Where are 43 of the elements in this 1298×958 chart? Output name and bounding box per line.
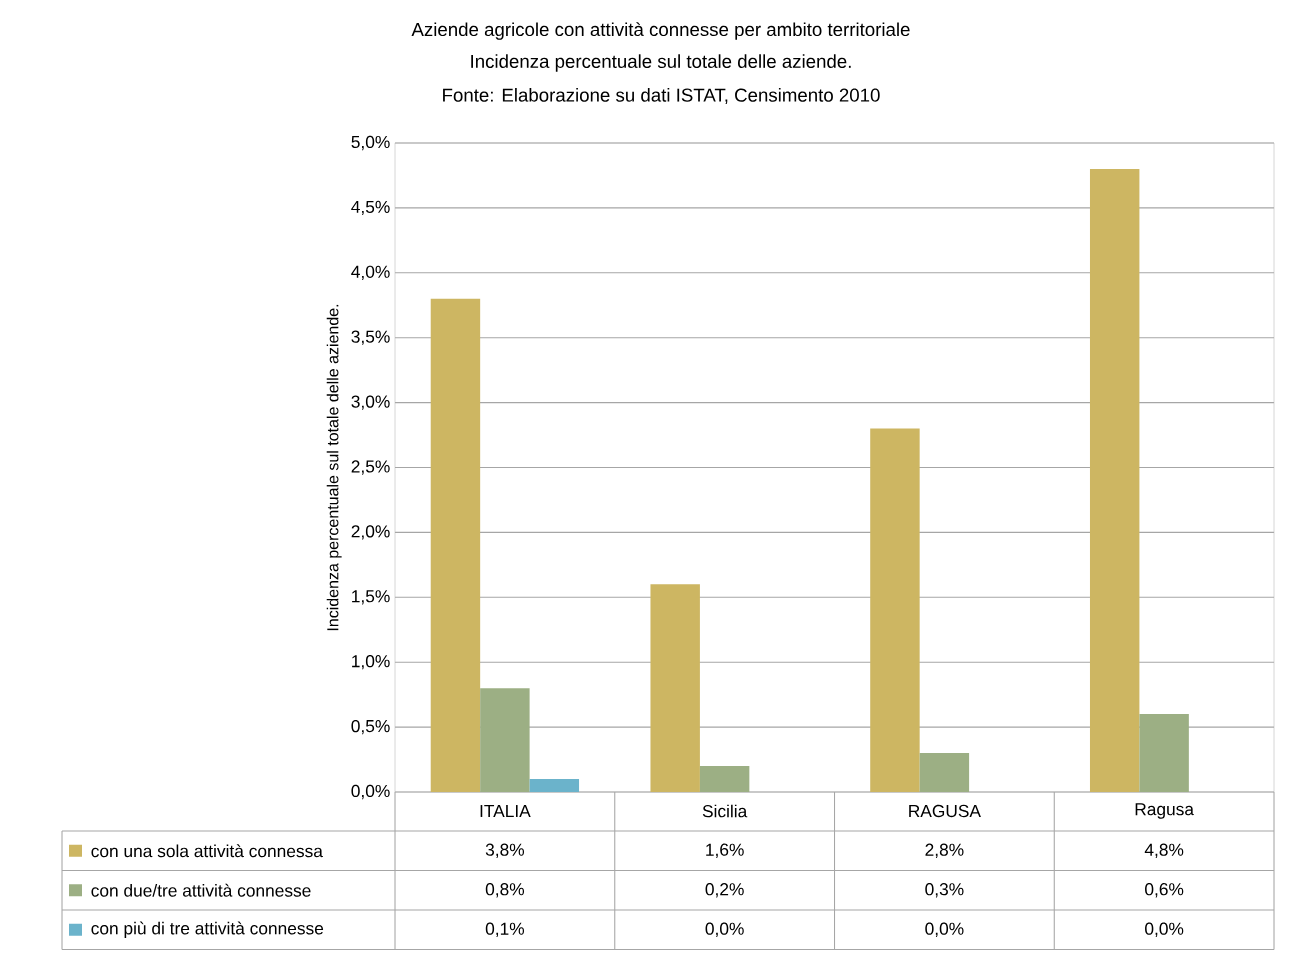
legend-label: con più di tre attività connesse [91,921,324,938]
bar [430,298,481,792]
bar [1089,168,1140,792]
y-axis-title: Incidenza percentuale sul totale delle aziende. [326,304,342,631]
legend-label: con due/tre attività connesse [91,883,311,897]
y-tick-label: 2,0% [351,525,390,540]
x-tick-label: ITALIA [480,805,531,817]
data-label: 0,2% [705,883,744,898]
y-tick-label: 4,5% [351,200,390,216]
bar [529,779,580,792]
data-label: 0,3% [925,883,964,898]
chart-subtitle: Incidenza percentuale sul totale delle aziende. [471,54,851,72]
data-label: 0,0% [1145,922,1184,937]
bar [650,584,700,792]
y-tick-label: 4,0% [351,265,390,280]
data-label: 0,0% [705,922,744,937]
source-note: Fonte: Elaborazione su dati ISTAT, Censimento 2010 [443,88,880,104]
x-tick-label: RAGUSA [909,804,981,818]
data-label: 2,8% [925,843,964,858]
data-label: 0,6% [1145,883,1184,898]
y-tick-label: 5,0% [351,135,390,151]
data-label: 0,1% [485,922,525,937]
y-tick-label: 1,0% [352,655,390,670]
data-label: 3,8% [485,843,525,858]
chart-title: Aziende agricole con attività connesse per ambito territoriale [411,22,910,40]
bar [1139,714,1189,792]
y-tick-label: 0,0% [351,784,390,800]
y-tick-label: 1,5% [352,590,390,605]
bar [699,766,750,792]
data-label: 0,0% [925,922,964,937]
y-tick-label: 0,5% [351,719,390,735]
legend-label: con una sola attività connessa [91,844,323,858]
data-label: 0,8% [485,883,525,898]
data-label: 4,8% [1144,843,1184,858]
bar [919,753,970,792]
y-tick-label: 3,0% [351,395,390,410]
y-tick-label: 3,5% [351,330,390,345]
bar [480,688,530,792]
x-tick-label: Sicilia [702,804,748,818]
data-label: 1,6% [706,843,744,858]
y-tick-label: 2,5% [351,460,390,475]
bar [870,428,920,792]
x-tick-label: Ragusa [1135,803,1194,819]
